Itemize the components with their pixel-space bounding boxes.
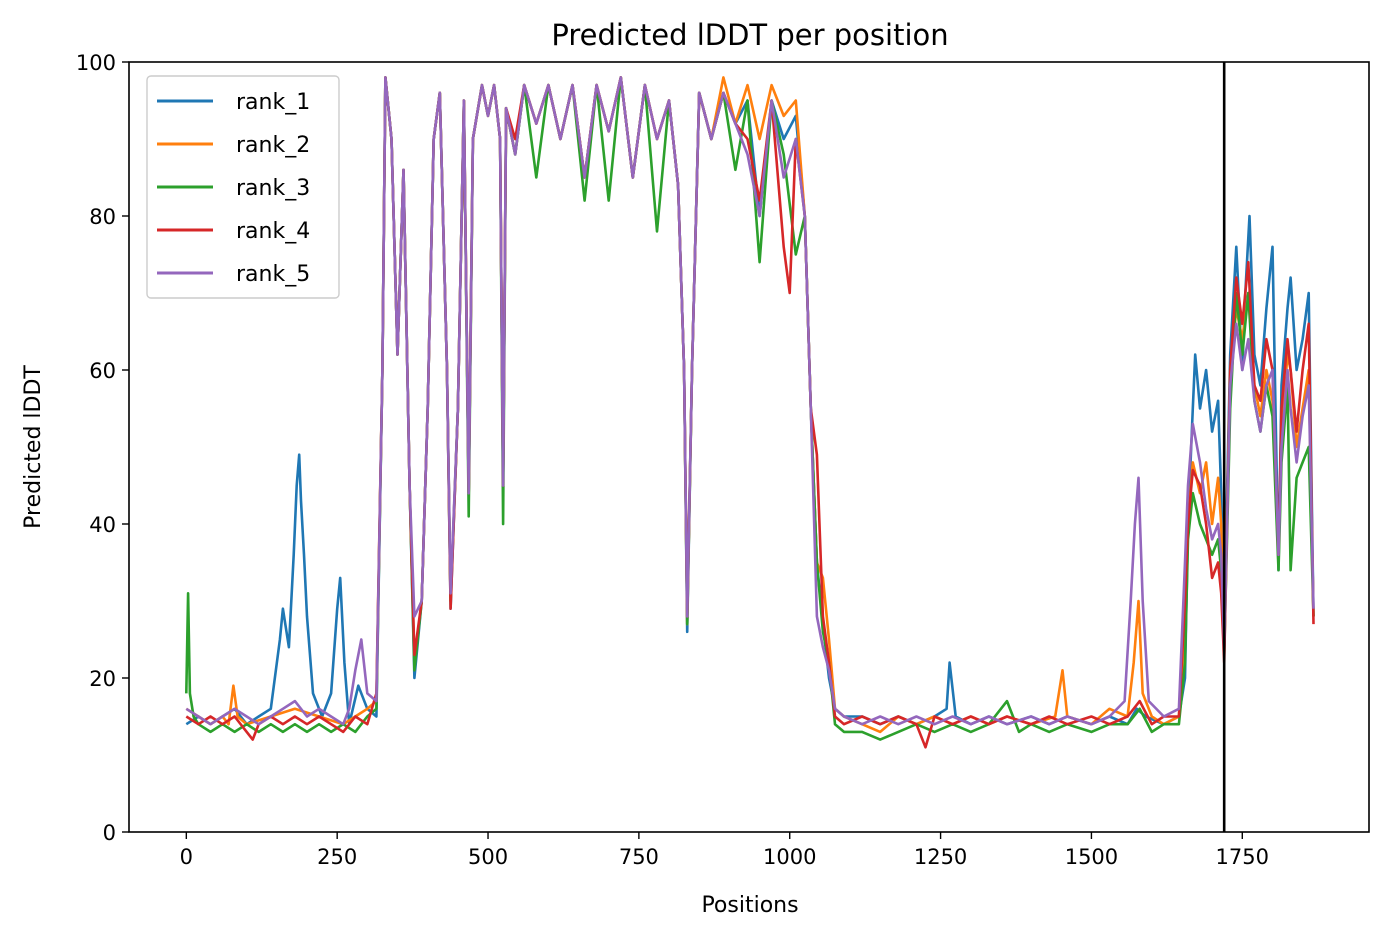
y-tick-label: 40 (89, 513, 116, 537)
x-tick-label: 0 (180, 845, 193, 869)
x-tick-label: 1750 (1216, 845, 1269, 869)
y-tick-label: 0 (103, 821, 116, 845)
y-axis-label: Predicted lDDT (21, 365, 46, 529)
legend-box (146, 75, 340, 299)
x-tick-label: 250 (317, 845, 357, 869)
y-tick-label: 20 (89, 667, 116, 691)
plot-frame (128, 61, 1370, 833)
legend-label-rank_1: rank_1 (236, 90, 310, 115)
y-axis: 0 20 40 60 80 100 (76, 51, 129, 845)
legend-label-rank_5: rank_5 (236, 262, 310, 287)
x-axis-label: Positions (701, 893, 798, 918)
chart-title: Predicted lDDT per position (551, 18, 948, 52)
y-tick-label: 60 (89, 359, 116, 383)
x-axis: 0 250 500 750 1000 1250 1500 1750 (180, 832, 1269, 869)
legend: rank_1 rank_2 rank_3 rank_4 rank_5 (146, 75, 340, 299)
series-line-rank_5 (185, 76, 1315, 726)
y-tick-label: 80 (89, 205, 116, 229)
x-tick-label: 1250 (914, 845, 967, 869)
x-tick-label: 1500 (1065, 845, 1118, 869)
legend-label-rank_2: rank_2 (236, 133, 310, 158)
x-tick-label: 500 (468, 845, 508, 869)
legend-label-rank_3: rank_3 (236, 176, 310, 201)
x-tick-label: 750 (619, 845, 659, 869)
y-tick-label: 100 (76, 51, 116, 75)
x-tick-label: 1000 (763, 845, 816, 869)
legend-label-rank_4: rank_4 (236, 219, 310, 244)
plot-lines (185, 76, 1315, 749)
